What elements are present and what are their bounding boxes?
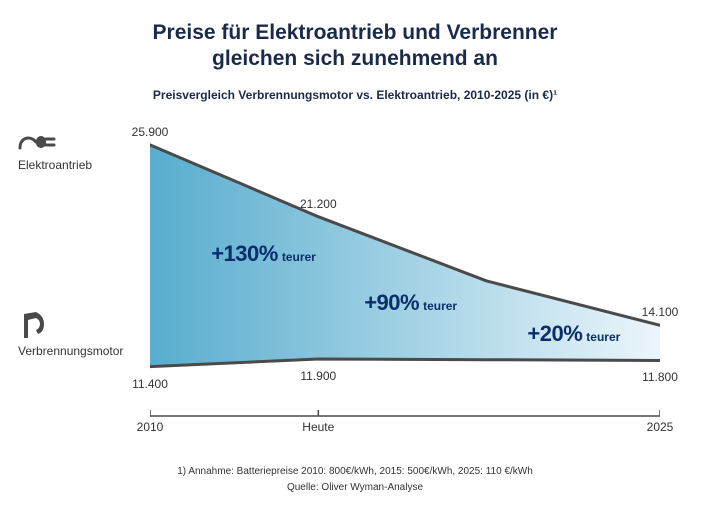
page-title: Preise für Elektroantrieb und Verbrenner…: [0, 20, 710, 73]
source: Quelle: Oliver Wyman-Analyse: [0, 482, 710, 493]
pct-annotation: +130%teurer: [211, 241, 316, 267]
value-label: 14.100: [642, 305, 679, 319]
x-axis-label: Heute: [302, 420, 334, 434]
legend-elektro: Elektroantrieb: [18, 128, 138, 172]
value-label: 11.900: [300, 369, 336, 383]
title-line2: gleichen sich zunehmend an: [212, 47, 498, 70]
title-line1: Preise für Elektroantrieb und Verbrenner: [153, 21, 558, 44]
legend-verbrenner: Verbrennungsmotor: [18, 310, 138, 358]
pct-annotation: +90%teurer: [364, 290, 457, 316]
chart-subtitle: Preisvergleich Verbrennungsmotor vs. Ele…: [0, 88, 710, 102]
value-label: 21.200: [300, 197, 337, 211]
pct-annotation: +20%teurer: [527, 321, 620, 347]
footnote: 1) Annahme: Batteriepreise 2010: 800€/kW…: [0, 466, 710, 477]
fuel-pump-icon: [18, 310, 58, 340]
x-axis-label: 2010: [137, 420, 164, 434]
x-axis-label: 2025: [647, 420, 674, 434]
plug-icon: [18, 128, 58, 154]
price-comparison-chart: [150, 118, 660, 418]
value-label: 11.800: [642, 370, 678, 384]
legend-verbrenner-label: Verbrennungsmotor: [18, 344, 138, 358]
value-label: 25.900: [132, 125, 169, 139]
legend-elektro-label: Elektroantrieb: [18, 158, 138, 172]
value-label: 11.400: [132, 377, 168, 391]
